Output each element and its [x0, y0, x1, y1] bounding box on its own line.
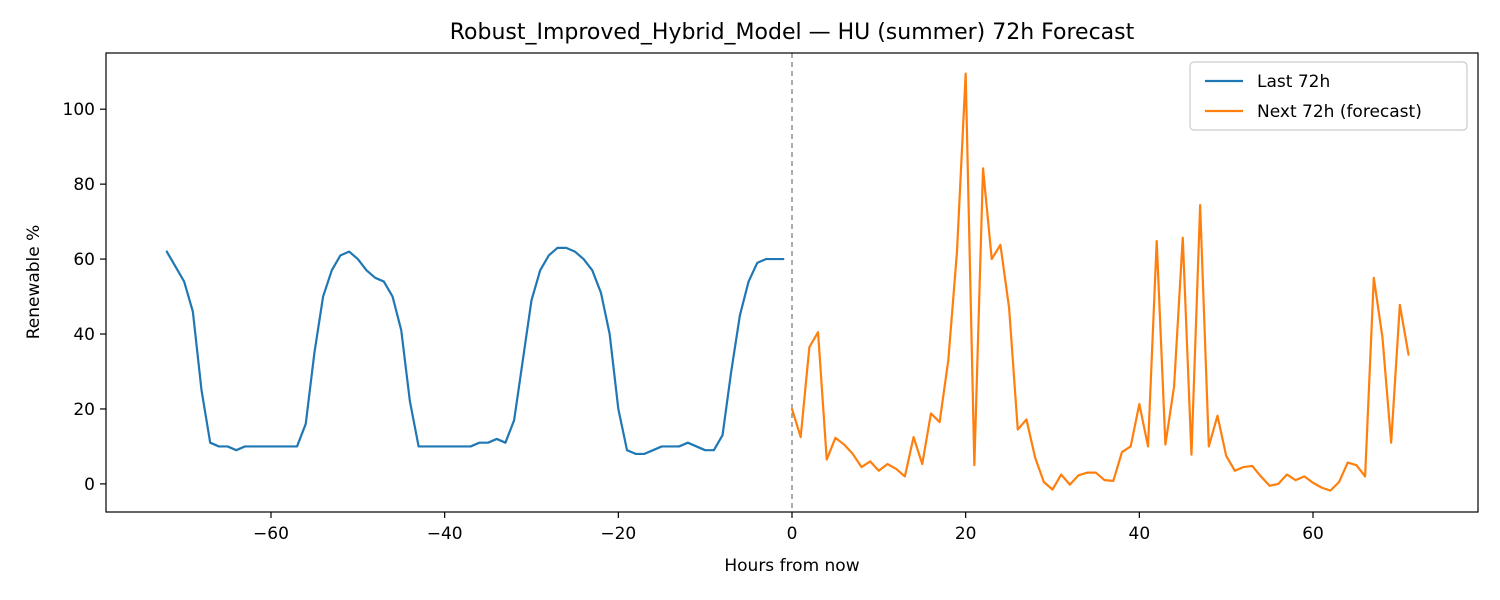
- series-line-forecast: [790, 72, 1410, 492]
- y-tick-label: 40: [73, 325, 95, 345]
- x-tick-label: −60: [253, 524, 289, 544]
- x-tick-label: 0: [787, 524, 798, 544]
- y-tick-label: 20: [73, 400, 95, 420]
- legend-box: [1189, 61, 1468, 131]
- y-axis-ticks: 0 20 40 60 80 100: [63, 100, 106, 495]
- x-tick-label: −20: [600, 524, 636, 544]
- series-group: [165, 72, 1410, 492]
- y-tick-label: 100: [63, 100, 95, 120]
- y-tick-label: 0: [84, 475, 95, 495]
- x-tick-label: 40: [1129, 524, 1151, 544]
- legend: Last 72h Next 72h (forecast): [1189, 61, 1468, 131]
- legend-label-last-72h: Last 72h: [1257, 72, 1330, 92]
- x-tick-label: 20: [955, 524, 977, 544]
- x-tick-label: −40: [427, 524, 463, 544]
- series-line-last-72h: [165, 246, 785, 456]
- y-axis-label: Renewable %: [24, 225, 44, 340]
- y-tick-label: 80: [73, 175, 95, 195]
- x-tick-label: 60: [1302, 524, 1324, 544]
- x-axis-ticks: −60 −40 −20 0 20 40 60: [253, 512, 1324, 544]
- chart-title: Robust_Improved_Hybrid_Model — HU (summe…: [450, 20, 1135, 45]
- legend-label-forecast: Next 72h (forecast): [1257, 102, 1422, 122]
- x-axis-label: Hours from now: [724, 556, 859, 576]
- y-tick-label: 60: [73, 250, 95, 270]
- plot-border: [105, 52, 1479, 513]
